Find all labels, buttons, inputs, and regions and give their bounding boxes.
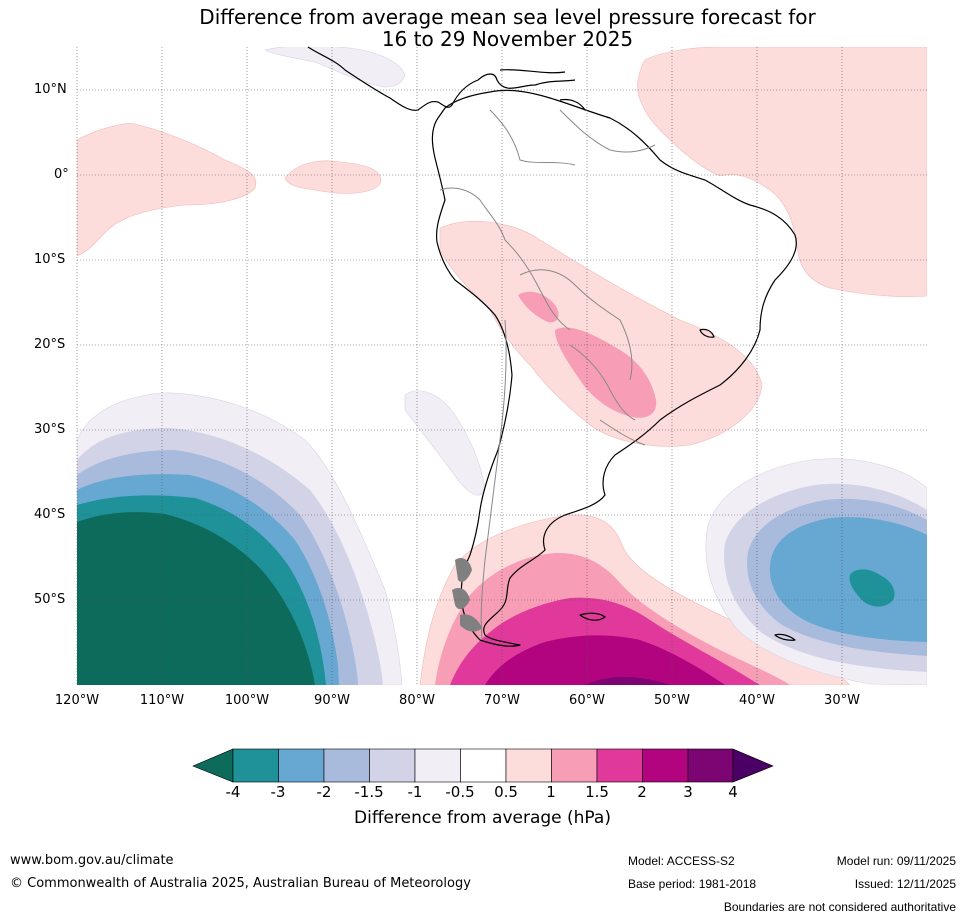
border-brazil-west [504, 239, 571, 331]
colorbar [192, 748, 774, 783]
colorbar-tick: -2 [316, 783, 332, 801]
south-america-coastline [431, 89, 797, 647]
colorbar-segment-11 [687, 748, 734, 783]
border-colombia-venezuela [489, 109, 576, 166]
lat-label-0: 0° [54, 167, 69, 182]
colorbar-segment-6 [460, 748, 507, 783]
colorbar-tick: 4 [728, 783, 738, 801]
website-link[interactable]: www.bom.gov.au/climate [10, 853, 174, 868]
model-run-date: Model run: 09/11/2025 [836, 854, 956, 868]
amazon-mouth [699, 328, 715, 338]
anomaly-contours [77, 47, 927, 685]
lon-label-90w: 90°W [314, 693, 350, 708]
colorbar-extend-low [192, 748, 234, 783]
colorbar-tick: -0.5 [445, 783, 475, 801]
colorbar-tick: 1 [546, 783, 556, 801]
lon-label-30w: 30°W [824, 693, 860, 708]
colorbar-tick: -3 [270, 783, 286, 801]
caribbean-coastline [499, 69, 586, 111]
border-argentina-chile [480, 319, 507, 641]
neutral-minus-0.5-coastal [404, 390, 486, 496]
lon-label-70w: 70°W [484, 693, 520, 708]
colorbar-segment-1 [232, 748, 279, 783]
lon-label-60w: 60°W [569, 693, 605, 708]
colorbar-tick: 0.5 [494, 783, 518, 801]
lat-label-50s: 50°S [34, 592, 66, 607]
lon-label-40w: 40°W [739, 693, 775, 708]
anomaly-3-to-4-south [585, 676, 670, 685]
negative-anomaly-minus-3-atlantic [849, 569, 895, 607]
graticule [76, 47, 927, 685]
base-period: Base period: 1981-2018 [628, 877, 757, 891]
colorbar-title: Difference from average (hPa) [354, 808, 611, 828]
lat-label-30s: 30°S [34, 422, 66, 437]
lon-label-100w: 100°W [224, 693, 270, 708]
lon-label-110w: 110°W [139, 693, 185, 708]
neutral-minus-0.5-north [264, 47, 406, 88]
lat-label-20s: 20°S [34, 337, 66, 352]
border-guianas [559, 109, 656, 153]
colorbar-segment-8 [551, 748, 598, 783]
border-ecuador-peru [439, 187, 506, 241]
lat-label-40s: 40°S [34, 507, 66, 522]
chilean-archipelago [452, 558, 482, 632]
colorbar-extend-high [732, 748, 774, 783]
colorbar-tick: 2 [637, 783, 647, 801]
anomaly-1-to-1.5-inland-b [555, 327, 657, 418]
boundaries-disclaimer: Boundaries are not considered authoritat… [723, 900, 956, 914]
border-bolivia [519, 269, 633, 381]
border-uruguay [599, 419, 646, 446]
colorbar-segment-7 [505, 748, 552, 783]
copyright: © Commonwealth of Australia 2025, Austra… [10, 876, 471, 891]
positive-anomaly-northwest [77, 122, 257, 257]
lon-label-80w: 80°W [399, 693, 435, 708]
coastlines [307, 46, 797, 647]
border-paraguay [569, 344, 636, 421]
map-title-line-1: Difference from average mean sea level p… [199, 5, 816, 29]
issued-date: Issued: 12/11/2025 [854, 877, 956, 891]
model-name: Model: ACCESS-S2 [628, 854, 735, 868]
lat-label-10s: 10°S [34, 252, 66, 267]
negative-anomaly-minus-4-pacific [77, 512, 315, 685]
falkland-islands [579, 612, 606, 621]
colorbar-segment-5 [414, 748, 461, 783]
colorbar-tick: -4 [225, 783, 241, 801]
lon-label-50w: 50°W [654, 693, 690, 708]
anomaly-1-to-1.5-inland-a [518, 291, 559, 323]
colorbar-segment-4 [369, 748, 416, 783]
positive-anomaly-atlantic [637, 47, 927, 297]
positive-anomaly-equatorial-pacific [284, 160, 382, 194]
colorbar-segment-2 [278, 748, 325, 783]
map-title-line-2: 16 to 29 November 2025 [381, 27, 634, 51]
lat-label-10n: 10°N [34, 82, 67, 97]
negative-anomaly-minus-2-atlantic [769, 517, 927, 642]
national-borders [439, 109, 656, 641]
colorbar-tick: 1.5 [585, 783, 609, 801]
colorbar-tick: -1 [407, 783, 423, 801]
colorbar-segment-9 [596, 748, 643, 783]
colorbar-segment-3 [323, 748, 370, 783]
lon-label-120w: 120°W [54, 693, 100, 708]
colorbar-tick: 3 [683, 783, 693, 801]
south-georgia [774, 633, 796, 641]
anomaly-2-to-3-south [485, 635, 725, 685]
colorbar-tick: -1.5 [354, 783, 384, 801]
colorbar-segment-10 [642, 748, 689, 783]
